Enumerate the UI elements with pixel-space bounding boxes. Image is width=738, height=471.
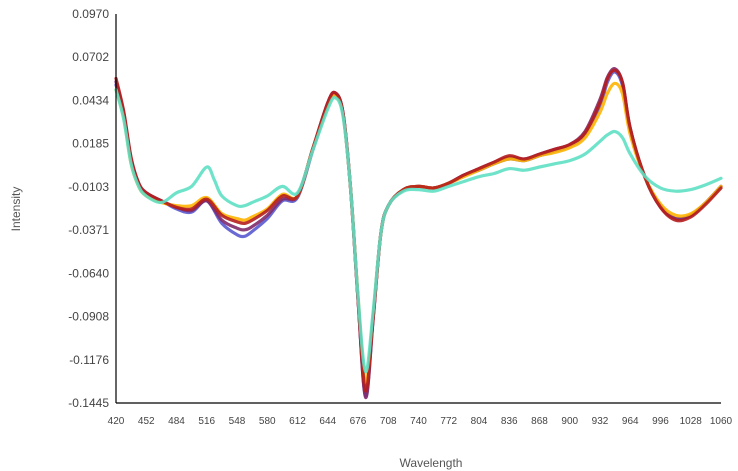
x-tick-label: 708 bbox=[380, 416, 397, 427]
y-tick-label: -0.0640 bbox=[68, 266, 109, 280]
x-tick-label: 1028 bbox=[680, 416, 703, 427]
x-tick-label: 484 bbox=[168, 416, 185, 427]
x-tick-label: 740 bbox=[410, 416, 427, 427]
y-tick-label: -0.0908 bbox=[68, 310, 109, 324]
y-tick-label: 0.0434 bbox=[72, 93, 109, 107]
series-layer bbox=[114, 67, 723, 400]
x-axis-title: Wavelength bbox=[400, 456, 463, 470]
y-axis-title: Intensity bbox=[9, 187, 23, 232]
x-tick-label: 516 bbox=[198, 416, 215, 427]
x-tick-label: 868 bbox=[531, 416, 548, 427]
y-tick-label: -0.1445 bbox=[68, 396, 109, 410]
y-tick-labels: 0.0970 0.0702 0.0434 0.0185 -0.0103 -0.0371 -0… bbox=[68, 7, 109, 410]
y-tick-label: 0.0702 bbox=[72, 50, 109, 64]
x-tick-label: 772 bbox=[440, 416, 457, 427]
y-tick-label: 0.0185 bbox=[72, 137, 109, 151]
x-tick-label: 580 bbox=[259, 416, 276, 427]
x-tick-label: 612 bbox=[289, 416, 306, 427]
x-tick-label: 804 bbox=[471, 416, 488, 427]
x-tick-label: 420 bbox=[108, 416, 125, 427]
y-tick-label: -0.1176 bbox=[69, 353, 109, 367]
series-line-2 bbox=[114, 67, 723, 400]
series-line-5 bbox=[114, 88, 723, 374]
axis-layer bbox=[115, 14, 721, 404]
x-tick-label: 996 bbox=[652, 416, 669, 427]
x-tick-label: 1060 bbox=[710, 416, 733, 427]
y-tick-label: -0.0371 bbox=[68, 223, 109, 237]
x-tick-label: 836 bbox=[501, 416, 518, 427]
x-tick-label: 452 bbox=[138, 416, 155, 427]
y-tick-label: 0.0970 bbox=[72, 7, 109, 21]
x-tick-label: 676 bbox=[350, 416, 367, 427]
x-tick-labels: 420 452 484 516 548 580 612 644 676 708 740 772 804 8… bbox=[108, 416, 733, 427]
x-tick-label: 548 bbox=[229, 416, 246, 427]
x-tick-label: 964 bbox=[622, 416, 639, 427]
x-tick-label: 644 bbox=[319, 416, 336, 427]
series-line-4 bbox=[114, 68, 723, 393]
x-tick-label: 900 bbox=[561, 416, 578, 427]
y-tick-label: -0.0103 bbox=[68, 180, 109, 194]
x-tick-label: 932 bbox=[592, 416, 609, 427]
